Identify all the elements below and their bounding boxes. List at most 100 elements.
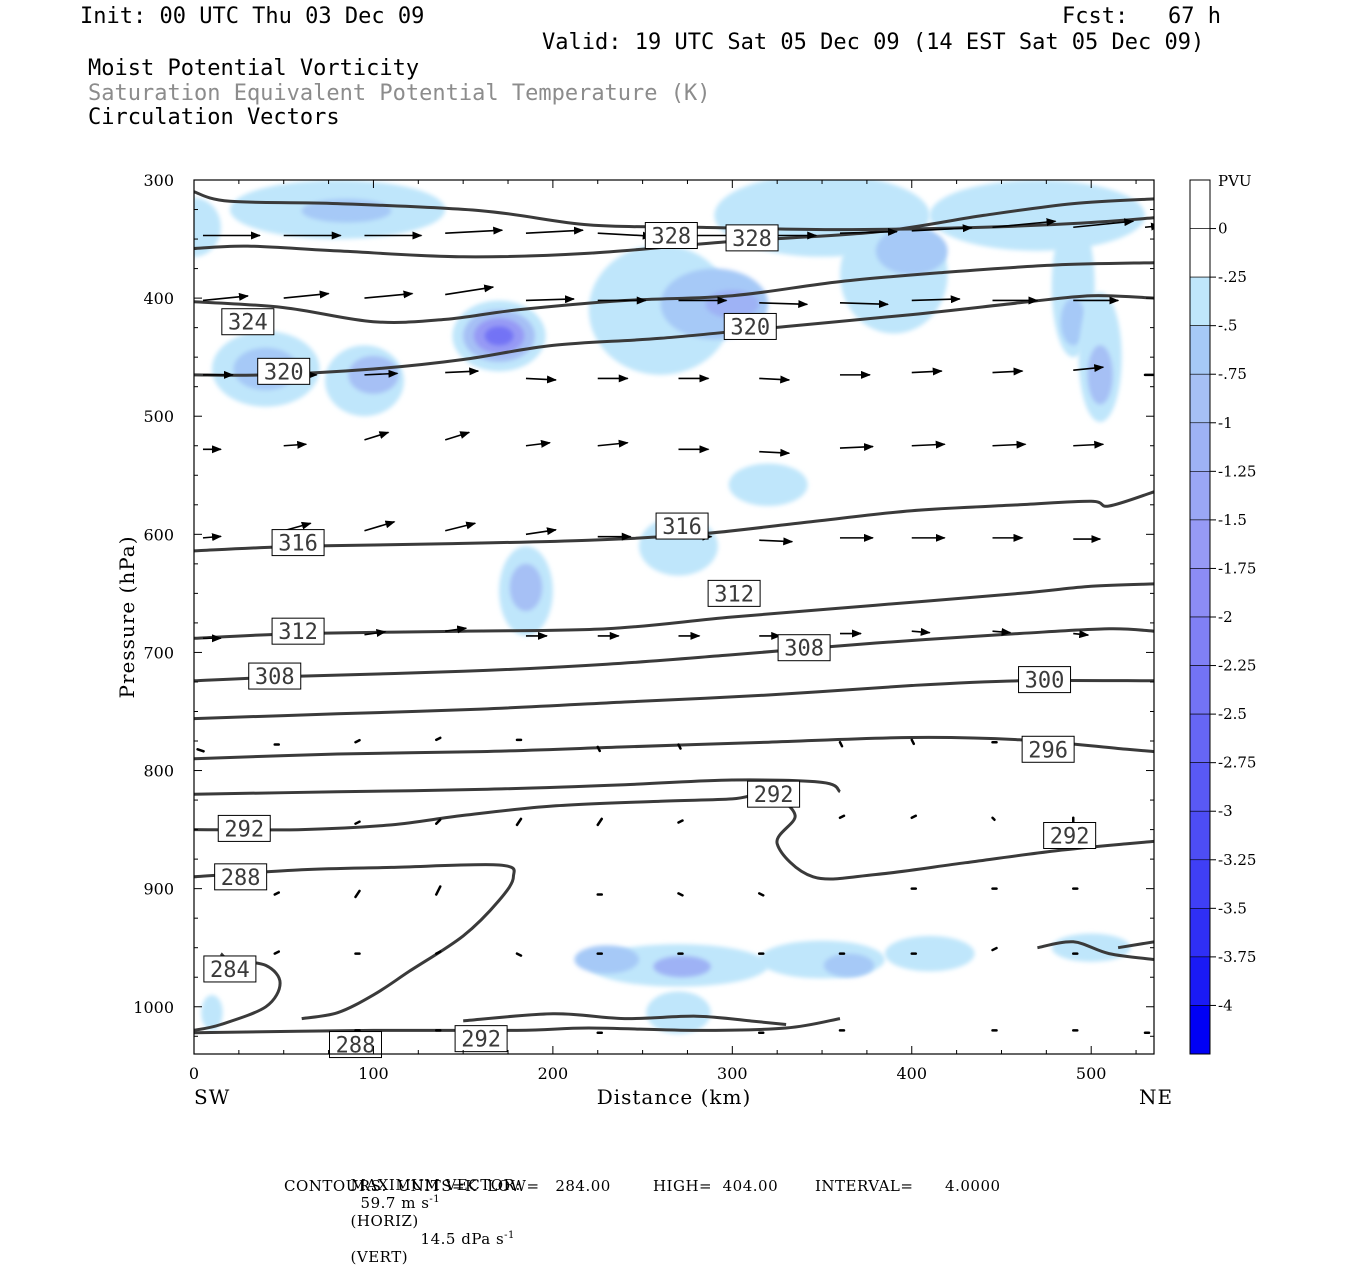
circulation-vector xyxy=(525,527,557,536)
max-vector-horiz-tag: (HORIZ) xyxy=(350,1212,419,1230)
circulation-vector xyxy=(525,295,575,304)
max-vector-vert-exp: -1 xyxy=(504,1230,515,1241)
contour-label: 292 xyxy=(461,1028,501,1053)
colorbar-label: -1.75 xyxy=(1218,559,1256,577)
contour-label: 308 xyxy=(255,665,295,690)
colorbar-swatch xyxy=(1189,762,1211,812)
y-tick-label: 300 xyxy=(143,171,174,190)
colorbar-swatch xyxy=(1189,1005,1211,1055)
colorbar-label: -.25 xyxy=(1218,268,1247,286)
colorbar-swatch xyxy=(1189,810,1211,861)
circulation-vector xyxy=(354,738,361,744)
contour-label: 328 xyxy=(732,227,772,252)
circulation-vector xyxy=(364,369,399,378)
colorbar-label: -.5 xyxy=(1218,317,1237,335)
contour-label-box xyxy=(723,312,777,340)
axes: 300 400 500 600 700 800 900 1000 0 100 200 300 400 50… xyxy=(133,171,1154,1083)
circulation-vector xyxy=(759,300,809,309)
circulation-vector xyxy=(444,431,471,441)
contour-label: 300 xyxy=(1025,669,1065,694)
circulation-vector xyxy=(434,885,442,896)
contour-label-box xyxy=(644,222,698,250)
contour-label-box xyxy=(707,579,761,607)
colorbar-label: -4 xyxy=(1218,996,1233,1014)
circulation-vector xyxy=(1073,440,1105,449)
field-title-pv: Moist Potential Vorticity xyxy=(88,56,420,81)
theta-contour-300 xyxy=(194,678,1154,721)
circulation-vector xyxy=(677,819,684,824)
x-end-label-ne: NE xyxy=(1139,1085,1173,1109)
colorbar-label: -1 xyxy=(1218,414,1233,432)
circulation-vector xyxy=(911,627,931,636)
contour-label-box xyxy=(777,634,831,662)
theta-contour-304 xyxy=(194,627,1154,683)
pv-blob xyxy=(653,955,711,978)
circulation-vector xyxy=(911,367,943,376)
theta-contour-308 xyxy=(194,582,1154,640)
circulation-vector xyxy=(1073,218,1135,229)
circulation-vector xyxy=(839,227,898,236)
contour-label: 320 xyxy=(730,315,770,340)
colorbar-label: -2.25 xyxy=(1218,657,1256,675)
circulation-vector xyxy=(910,738,916,746)
theta-contour-288 xyxy=(194,1017,841,1035)
circulation-vector xyxy=(911,440,946,449)
circulation-vector xyxy=(596,745,601,753)
colorbar-swatch xyxy=(1189,276,1211,326)
contour-label-box xyxy=(747,780,801,808)
max-vector-vert: 14.5 dPa s xyxy=(420,1230,505,1248)
contour-label-box xyxy=(221,308,275,336)
contour-label: 292 xyxy=(1050,825,1090,850)
contour-label-box xyxy=(203,955,257,983)
pv-blob xyxy=(929,180,1146,251)
colorbar-label: -2.5 xyxy=(1218,705,1247,723)
colorbar-label: -1.5 xyxy=(1218,511,1247,529)
colorbar-swatch xyxy=(1189,325,1211,375)
colorbar-swatch xyxy=(1189,616,1211,666)
colorbar-label: -3.25 xyxy=(1218,851,1256,869)
circulation-vector xyxy=(1073,630,1090,639)
contour-label: 328 xyxy=(651,225,691,250)
theta-contour-312 xyxy=(194,490,1154,553)
contour-label-box xyxy=(1043,822,1097,849)
colorbar-swatch xyxy=(1189,422,1211,472)
circulation-vector xyxy=(364,629,387,637)
contour-label: 288 xyxy=(336,1034,376,1059)
circulation-vector xyxy=(283,290,330,299)
y-tick-label: 400 xyxy=(143,289,174,308)
pv-blob xyxy=(884,935,975,972)
theta-contour-292 xyxy=(1037,940,1154,961)
theta-contour-296 xyxy=(194,735,1154,761)
colorbar-swatch xyxy=(1189,228,1211,278)
circulation-vector xyxy=(597,439,629,448)
circulation-vector xyxy=(759,375,791,384)
forecast-hour: Fcst: 67 h xyxy=(1062,4,1221,29)
pv-shading xyxy=(194,180,1146,1034)
valid-time: Valid: 19 UTC Sat 05 Dec 09 (14 EST Sat … xyxy=(542,30,1205,55)
max-vector-vert-tag: (VERT) xyxy=(350,1248,409,1266)
circulation-vector xyxy=(525,375,557,384)
circulation-vector xyxy=(525,439,551,448)
contours-info: CONTOURS: UNITS=K LOW= 284.00 HIGH= 404.… xyxy=(284,1177,1001,1195)
circulation-vector xyxy=(677,892,684,897)
circulation-vector xyxy=(757,892,765,897)
pv-blob xyxy=(728,463,808,506)
contour-label: 296 xyxy=(1028,738,1068,763)
colorbar-swatch xyxy=(1189,373,1211,424)
circulation-vector xyxy=(525,226,584,235)
circulation-vector xyxy=(839,300,889,309)
contour-label: 292 xyxy=(754,783,794,808)
contour-label-box xyxy=(725,224,779,252)
field-title-vectors: Circulation Vectors xyxy=(88,105,340,130)
circulation-vector xyxy=(597,231,653,240)
pv-blob xyxy=(823,953,875,978)
pv-blob xyxy=(875,227,948,275)
circulation-vector xyxy=(445,284,495,296)
circulation-vector xyxy=(364,290,414,299)
pv-blob xyxy=(201,994,223,1031)
circulation-vector xyxy=(910,814,918,820)
contour-label: 320 xyxy=(264,360,304,385)
contour-label: 312 xyxy=(278,620,318,645)
colorbar-label: -2 xyxy=(1218,608,1233,626)
contour-label-box xyxy=(328,1031,382,1059)
